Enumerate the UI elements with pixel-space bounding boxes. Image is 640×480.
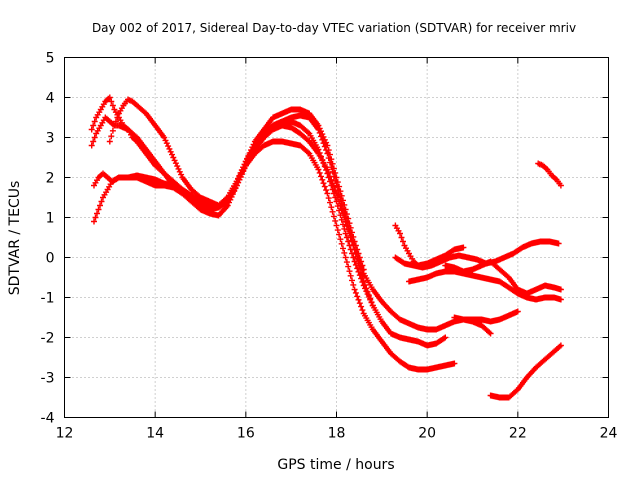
x-tick-label: 22 xyxy=(509,426,527,442)
data-points xyxy=(106,96,367,273)
series-track-12 xyxy=(451,314,494,337)
y-tick-label: 4 xyxy=(46,91,55,107)
y-tick-label: 3 xyxy=(46,131,55,147)
series-track-9 xyxy=(442,258,564,297)
series-track-3 xyxy=(88,94,376,309)
y-tick-label: 0 xyxy=(46,251,55,267)
series-layer xyxy=(88,94,564,401)
y-tick-label: -2 xyxy=(41,331,55,347)
data-points xyxy=(88,94,376,309)
plot-frame xyxy=(64,57,609,418)
y-tick-label: 5 xyxy=(46,51,55,67)
y-tick-label: -3 xyxy=(41,371,55,387)
series-track-7 xyxy=(392,222,467,269)
y-axis-label: SDTVAR / TECUs xyxy=(7,181,23,296)
data-points xyxy=(451,314,494,337)
series-track-10 xyxy=(487,342,564,401)
data-points xyxy=(535,160,564,189)
series-track-11 xyxy=(535,160,564,189)
series-track-5 xyxy=(106,96,367,273)
y-tick-label: 1 xyxy=(46,211,55,227)
x-tick-label: 20 xyxy=(418,426,436,442)
x-tick-label: 16 xyxy=(237,426,255,442)
data-points xyxy=(442,258,564,297)
chart-title: Day 002 of 2017, Sidereal Day-to-day VTE… xyxy=(92,21,576,35)
x-axis-label: GPS time / hours xyxy=(277,457,394,473)
y-tick-label: 2 xyxy=(46,171,55,187)
y-tick-label: -1 xyxy=(41,291,55,307)
x-tick-label: 14 xyxy=(146,426,164,442)
data-points xyxy=(392,222,467,269)
x-tick-label: 12 xyxy=(56,426,74,442)
data-points xyxy=(487,342,564,401)
x-tick-label: 24 xyxy=(600,426,618,442)
x-tick-label: 18 xyxy=(328,426,346,442)
y-tick-label: -4 xyxy=(41,411,55,427)
